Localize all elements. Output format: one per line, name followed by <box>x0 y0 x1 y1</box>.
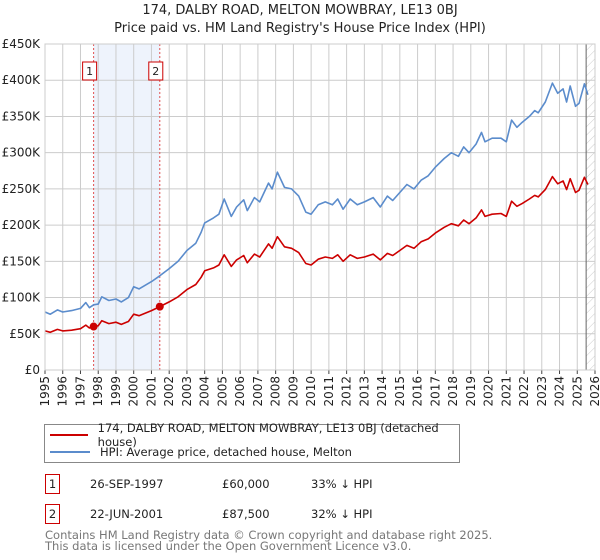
sale-point <box>155 302 164 311</box>
x-tick-label: 2007 <box>251 376 265 407</box>
sale-label: 1 <box>86 65 93 78</box>
y-tick-label: £0 <box>25 363 40 377</box>
transaction-date: 26-SEP-1997 <box>90 477 164 491</box>
hpi-line <box>44 82 589 315</box>
x-tick-label: 2006 <box>233 376 247 407</box>
legend-label-hpi: HPI: Average price, detached house, Melt… <box>100 445 352 459</box>
x-tick-label: 2016 <box>411 376 425 407</box>
sale-period-shading <box>93 44 160 370</box>
future-hatch <box>586 44 595 370</box>
x-tick-label: 1998 <box>91 376 105 407</box>
plot-border <box>44 43 596 371</box>
transaction-date: 22-JUN-2001 <box>90 507 164 521</box>
x-tick-label: 2009 <box>286 376 300 407</box>
x-tick-label: 2023 <box>535 376 549 407</box>
x-tick-label: 1996 <box>56 376 70 407</box>
transaction-price: £87,500 <box>222 507 270 521</box>
transaction-hpi-diff: 33% ↓ HPI <box>311 477 373 491</box>
transaction-row: 1 26-SEP-1997 £60,000 33% ↓ HPI <box>44 474 544 494</box>
y-tick-label: £300K <box>2 146 42 160</box>
x-tick-label: 2012 <box>340 376 354 407</box>
sale-label: 2 <box>152 65 159 78</box>
y-tick-label: £200K <box>2 218 42 232</box>
x-tick-label: 2004 <box>198 376 212 407</box>
x-tick-label: 2015 <box>393 376 407 407</box>
x-tick-label: 2022 <box>517 376 531 407</box>
y-tick-label: £150K <box>2 254 42 268</box>
chart-title: 174, DALBY ROAD, MELTON MOWBRAY, LE13 0B… <box>142 3 458 18</box>
x-tick-label: 2005 <box>215 376 229 407</box>
x-tick-label: 1997 <box>73 376 87 407</box>
transaction-row: 2 22-JUN-2001 £87,500 32% ↓ HPI <box>44 504 544 524</box>
sale-point <box>89 322 98 331</box>
legend-label-property: 174, DALBY ROAD, MELTON MOWBRAY, LE13 0B… <box>97 421 439 449</box>
price-chart: £0 £50K £100K £150K £200K £250K £300K £350K £400… <box>2 37 600 407</box>
transaction-marker: 1 <box>45 474 60 494</box>
property-price-line <box>44 175 589 334</box>
x-tick-label: 2018 <box>446 376 460 407</box>
y-tick-label: £450K <box>2 37 42 51</box>
x-tick-label: 2019 <box>464 376 478 407</box>
x-tick-label: 2021 <box>499 376 513 407</box>
sale-label-box <box>82 61 98 81</box>
legend: 174, DALBY ROAD, MELTON MOWBRAY, LE13 0B… <box>44 421 460 463</box>
footer: Contains HM Land Registry data © Crown c… <box>45 528 493 553</box>
x-tick-label: 2026 <box>588 376 600 407</box>
x-tick-label: 2024 <box>553 376 567 407</box>
x-tick-label: 2010 <box>304 376 318 407</box>
footer-line1: Contains HM Land Registry data © Crown c… <box>45 528 493 542</box>
y-tick-label: £50K <box>9 327 41 341</box>
x-tick-label: 2017 <box>428 376 442 407</box>
legend-item-property: 174, DALBY ROAD, MELTON MOWBRAY, LE13 0B… <box>45 421 459 449</box>
chart-subtitle: Price paid vs. HM Land Registry's House … <box>114 21 486 36</box>
y-tick-label: £400K <box>2 73 42 87</box>
y-tick-label: £250K <box>2 182 42 196</box>
x-tick-label: 2008 <box>269 376 283 407</box>
x-tick-label: 2001 <box>144 376 158 407</box>
legend-swatch-blue <box>50 451 90 453</box>
x-tick-label: 2013 <box>357 376 371 407</box>
x-tick-label: 2025 <box>570 376 584 407</box>
transaction-price: £60,000 <box>222 477 270 491</box>
footer-line2: This data is licensed under the Open Gov… <box>45 539 412 553</box>
transaction-hpi-diff: 32% ↓ HPI <box>311 507 373 521</box>
x-tick-label: 2002 <box>162 376 176 407</box>
sale-label-box <box>148 61 164 81</box>
x-tick-label: 1995 <box>38 376 52 407</box>
x-tick-label: 2011 <box>322 376 336 407</box>
y-tick-label: £100K <box>2 291 42 305</box>
x-tick-label: 2003 <box>180 376 194 407</box>
x-tick-label: 1999 <box>109 376 123 407</box>
x-tick-label: 2020 <box>482 376 496 407</box>
y-tick-label: £350K <box>2 109 42 123</box>
transaction-marker: 2 <box>45 504 60 524</box>
x-tick-label: 2014 <box>375 376 389 407</box>
legend-item-hpi: HPI: Average price, detached house, Melt… <box>45 444 352 460</box>
x-tick-label: 2000 <box>127 376 141 407</box>
legend-swatch-red <box>50 434 88 436</box>
